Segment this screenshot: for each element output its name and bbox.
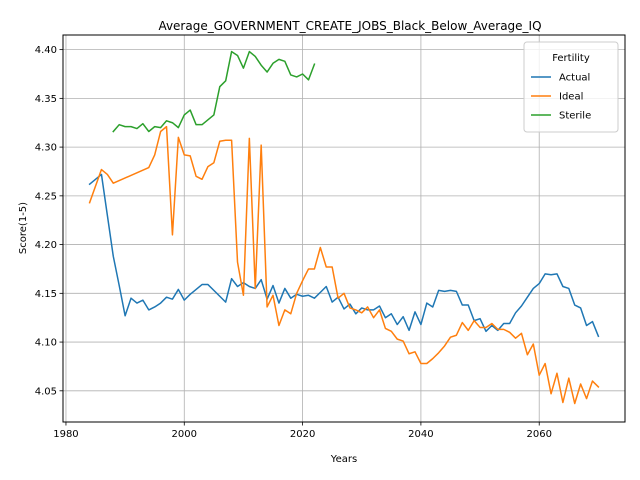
series-lines xyxy=(88,50,600,405)
x-tick-label: 2020 xyxy=(290,429,315,440)
chart-title: Average_GOVERNMENT_CREATE_JOBS_Black_Bel… xyxy=(158,19,541,33)
plot-frame xyxy=(62,34,626,423)
legend-label-actual: Actual xyxy=(559,73,590,84)
axis-ticks: 1980 2000 2020 2040 2060 4.05 4.10 4.15 4.20 4.25… xyxy=(35,45,552,440)
y-tick-label: 4.20 xyxy=(35,240,57,251)
x-tick-label: 1980 xyxy=(53,429,78,440)
y-tick-label: 4.25 xyxy=(35,191,57,202)
series-line-sterile xyxy=(112,50,316,133)
y-tick-label: 4.15 xyxy=(35,289,57,300)
series-line-actual xyxy=(88,173,600,338)
x-axis-title: Years xyxy=(330,454,357,465)
legend-frame xyxy=(523,41,619,133)
legend-entries: Actual Ideal Sterile xyxy=(531,73,591,122)
y-tick-label: 4.35 xyxy=(35,94,57,105)
y-tick-label: 4.30 xyxy=(35,143,57,154)
legend-label-ideal: Ideal xyxy=(559,92,583,103)
legend-label-sterile: Sterile xyxy=(559,111,591,122)
series-line-ideal xyxy=(88,125,600,405)
grid xyxy=(63,35,625,422)
y-tick-label: 4.05 xyxy=(35,386,57,397)
y-tick-label: 4.10 xyxy=(35,338,57,349)
x-tick-label: 2040 xyxy=(408,429,433,440)
x-tick-label: 2060 xyxy=(526,429,551,440)
y-tick-label: 4.40 xyxy=(35,45,57,56)
x-tick-label: 2000 xyxy=(172,429,197,440)
y-axis-title: Score(1-5) xyxy=(18,202,29,254)
legend: Fertility Actual Ideal Sterile xyxy=(523,41,619,133)
legend-title: Fertility xyxy=(552,53,590,64)
